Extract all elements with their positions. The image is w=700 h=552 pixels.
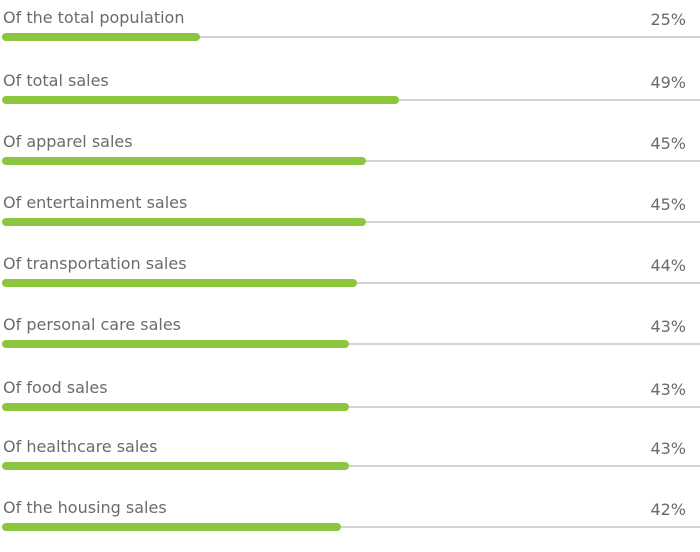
value-label: 43% (650, 380, 686, 399)
bar-track (2, 406, 700, 408)
bar-row: Of transportation sales 44% (0, 254, 700, 294)
bar-label: Of food sales (3, 378, 108, 397)
bar (2, 523, 341, 531)
bar-row: Of healthcare sales 43% (0, 437, 700, 477)
bar (2, 279, 357, 287)
value-label: 42% (650, 500, 686, 519)
bar-track (2, 343, 700, 345)
bar (2, 218, 366, 226)
bar-row: Of entertainment sales 45% (0, 193, 700, 233)
value-label: 45% (650, 134, 686, 153)
bar (2, 96, 399, 104)
bar-track (2, 36, 700, 38)
value-label: 25% (650, 10, 686, 29)
bar-row: Of personal care sales 43% (0, 315, 700, 355)
value-label: 43% (650, 317, 686, 336)
bar-label: Of healthcare sales (3, 437, 158, 456)
value-label: 44% (650, 256, 686, 275)
bar-label: Of the housing sales (3, 498, 167, 517)
bar-track (2, 465, 700, 467)
bar-label: Of the total population (3, 8, 185, 27)
bar-label: Of transportation sales (3, 254, 187, 273)
bar (2, 340, 349, 348)
bar (2, 157, 366, 165)
bar-track (2, 526, 700, 528)
bar (2, 33, 200, 41)
value-label: 49% (650, 73, 686, 92)
bar-row: Of food sales 43% (0, 378, 700, 418)
bar-row: Of apparel sales 45% (0, 132, 700, 172)
bar-row: Of total sales 49% (0, 71, 700, 111)
bar-label: Of personal care sales (3, 315, 182, 334)
bar-label: Of apparel sales (3, 132, 133, 151)
bar-row: Of the housing sales 42% (0, 498, 700, 538)
value-label: 43% (650, 439, 686, 458)
value-label: 45% (650, 195, 686, 214)
bar (2, 462, 349, 470)
bar (2, 403, 349, 411)
bar-row: Of the total population 25% (0, 8, 700, 48)
bar-label: Of entertainment sales (3, 193, 188, 212)
bar-label: Of total sales (3, 71, 109, 90)
